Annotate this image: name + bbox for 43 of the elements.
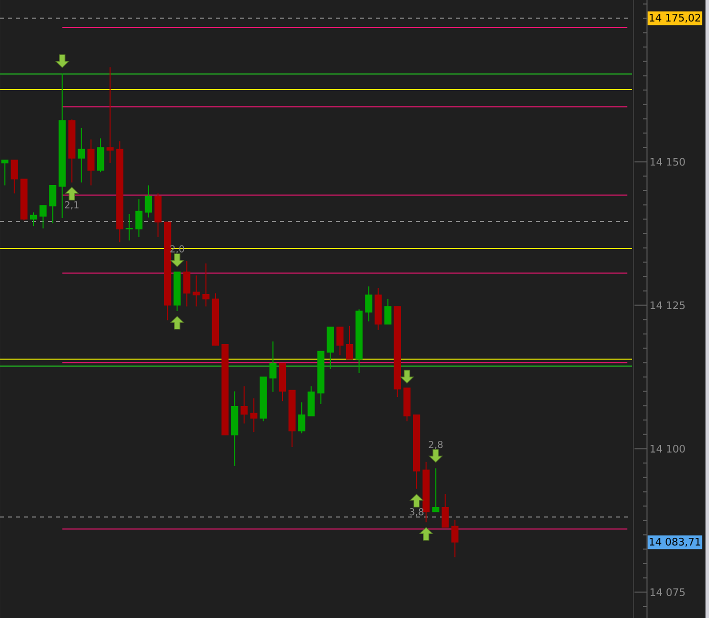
candlestick: [1, 160, 8, 186]
text: 14 083,71: [650, 538, 700, 547]
candlestick: [346, 325, 354, 360]
y-tick-label: 14 150: [650, 158, 685, 166]
candlestick: [269, 340, 276, 392]
y-tick-label: 14 075: [650, 588, 685, 596]
candlestick: [126, 214, 133, 241]
point: [170, 253, 184, 268]
annotation: 3,8: [410, 508, 424, 516]
ref-line-label: 14 175,02: [650, 14, 700, 23]
candlestick: [451, 519, 458, 558]
point: [410, 494, 424, 508]
candlestick: [202, 262, 210, 307]
candlestick: [78, 127, 85, 183]
candlestick: [250, 398, 258, 433]
candlestick: [442, 494, 449, 528]
candlestick: [298, 402, 306, 434]
candlestick: [30, 212, 38, 227]
point: [428, 449, 443, 463]
candlestick: [135, 198, 142, 238]
y-tick-label: 14 125: [650, 301, 685, 310]
candlestick: [336, 326, 344, 356]
point: [400, 370, 414, 384]
candlestick: [432, 468, 440, 512]
candlestick: [192, 274, 200, 307]
annotation: 2,1: [64, 201, 79, 210]
candlestick: [365, 286, 372, 322]
y-tick-label: 14 100: [650, 444, 685, 453]
candlestick: [40, 204, 47, 229]
candlestick: [384, 298, 392, 325]
candlestick: [240, 386, 248, 424]
candlestick: [144, 184, 152, 218]
candlestick: [183, 260, 190, 307]
annotation: 2,8: [428, 440, 443, 450]
candlestick: [49, 184, 56, 224]
candlestick: [10, 160, 18, 194]
candlestick: [96, 138, 104, 173]
point: [65, 186, 79, 200]
candlestick: [87, 138, 95, 186]
point: [55, 54, 70, 68]
point: [419, 527, 433, 541]
candlestick: [106, 66, 114, 164]
point: [170, 316, 184, 330]
